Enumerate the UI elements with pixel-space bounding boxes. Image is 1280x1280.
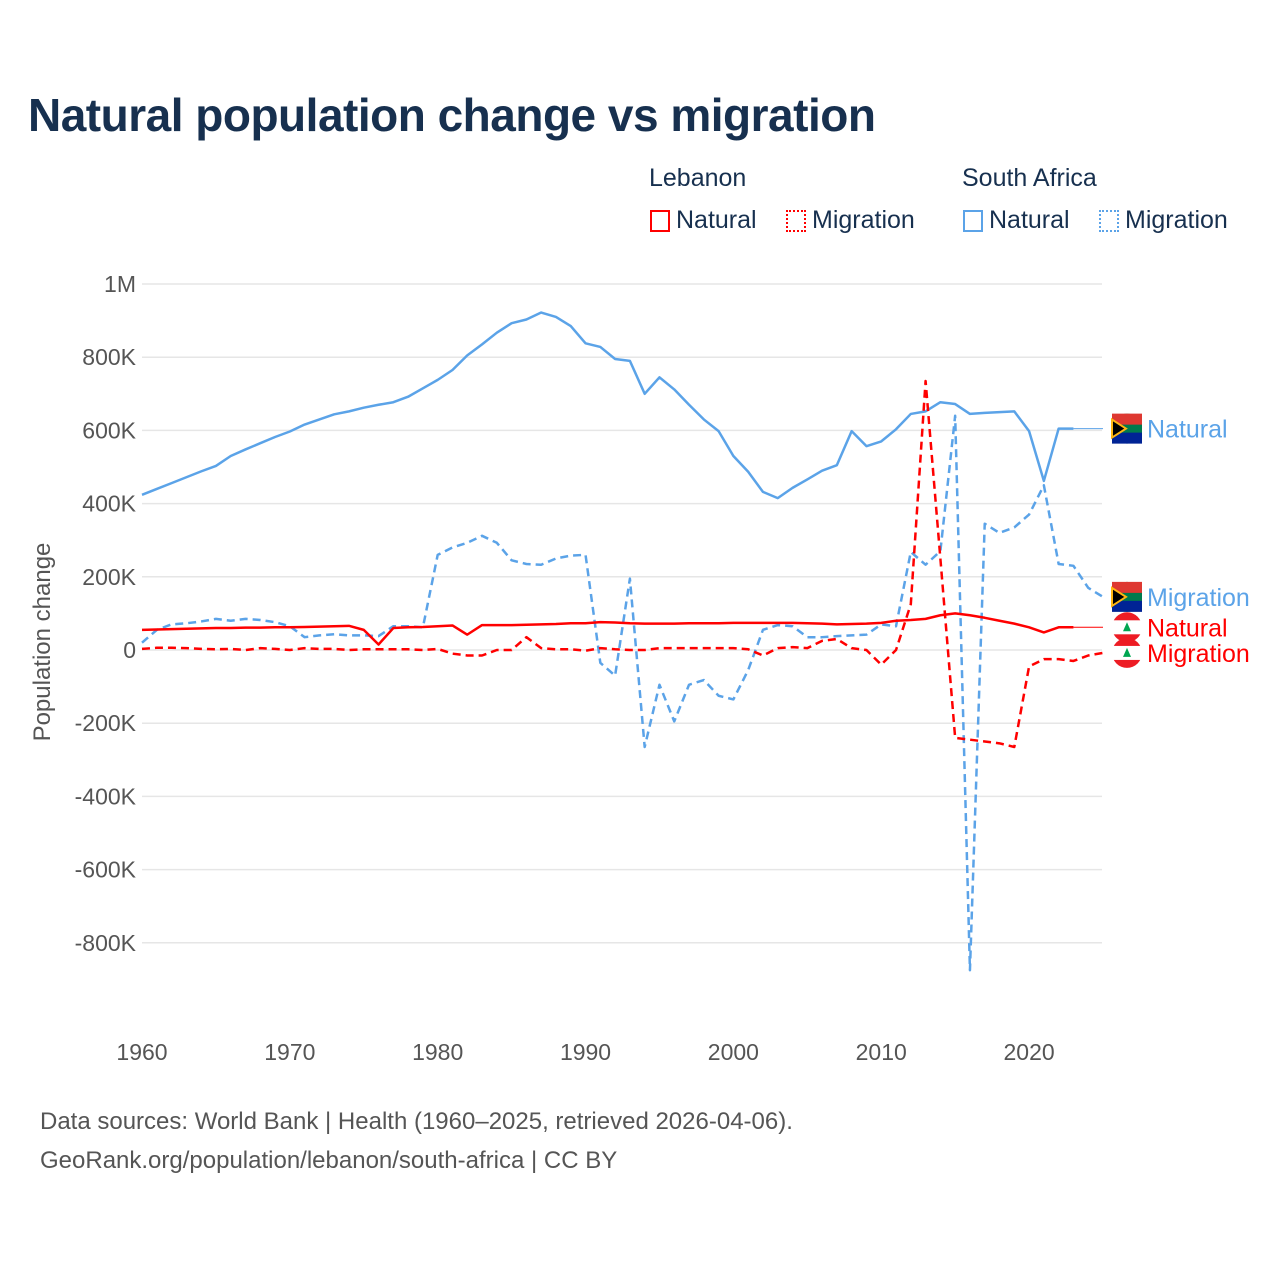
- legend-swatch: [1099, 209, 1119, 232]
- y-tick-label: 600K: [82, 417, 136, 443]
- legend-lebanon-natural[interactable]: Natural: [650, 206, 757, 235]
- x-tick-label: 1990: [560, 1039, 611, 1065]
- legend-south-africa-migration[interactable]: Migration: [1099, 206, 1228, 235]
- legend-label: Migration: [812, 206, 915, 234]
- x-tick-label: 2020: [1003, 1039, 1054, 1065]
- end-label-text: Migration: [1147, 584, 1250, 612]
- y-tick-label: 800K: [82, 344, 136, 370]
- y-tick-label: -800K: [75, 930, 137, 956]
- y-tick-label: 0: [123, 637, 136, 663]
- legend-group-lebanon: Lebanon: [649, 164, 747, 192]
- legend-swatch: [963, 209, 983, 232]
- legend-label: Natural: [989, 206, 1070, 234]
- footer-attribution[interactable]: GeoRank.org/population/lebanon/south-afr…: [40, 1147, 618, 1174]
- y-tick-label: -400K: [75, 783, 137, 809]
- x-tick-label: 1970: [264, 1039, 315, 1065]
- legend-label: Migration: [1125, 206, 1228, 234]
- footer-sources: Data sources: World Bank | Health (1960–…: [40, 1108, 793, 1135]
- x-tick-label: 1960: [116, 1039, 167, 1065]
- legend-swatch: [650, 209, 670, 232]
- legend-lebanon-migration[interactable]: Migration: [786, 206, 915, 235]
- end-label-south-africa-migration: Migration: [1111, 581, 1250, 612]
- end-label-south-africa-natural: Natural: [1111, 413, 1228, 444]
- y-tick-label: -200K: [75, 710, 137, 736]
- end-label-text: Natural: [1147, 416, 1228, 444]
- legend-label: Natural: [676, 206, 757, 234]
- series-line-south-africa-migration[interactable]: [141, 414, 1104, 972]
- series-line-south-africa-natural[interactable]: [141, 311, 1074, 500]
- legend-group-south-africa: South Africa: [962, 164, 1097, 192]
- y-tick-label: 1M: [104, 271, 136, 297]
- series-line-lebanon-migration[interactable]: [141, 379, 1104, 749]
- chart-title: Natural population change vs migration: [28, 89, 876, 141]
- end-label-lebanon-natural: Natural: [1112, 612, 1228, 643]
- legend-swatch: [786, 209, 806, 232]
- x-tick-label: 1980: [412, 1039, 463, 1065]
- series-line-lebanon-natural[interactable]: [141, 612, 1074, 646]
- end-label-text: Natural: [1147, 614, 1228, 642]
- end-label-text: Migration: [1147, 640, 1250, 668]
- x-tick-label: 2000: [708, 1039, 759, 1065]
- y-tick-label: -600K: [75, 857, 137, 883]
- y-tick-label: 400K: [82, 491, 136, 517]
- end-label-lebanon-migration: Migration: [1112, 637, 1250, 668]
- x-tick-label: 2010: [856, 1039, 907, 1065]
- y-axis-label: Population change: [29, 543, 56, 742]
- legend-south-africa-natural[interactable]: Natural: [963, 206, 1070, 235]
- y-tick-label: 200K: [82, 564, 136, 590]
